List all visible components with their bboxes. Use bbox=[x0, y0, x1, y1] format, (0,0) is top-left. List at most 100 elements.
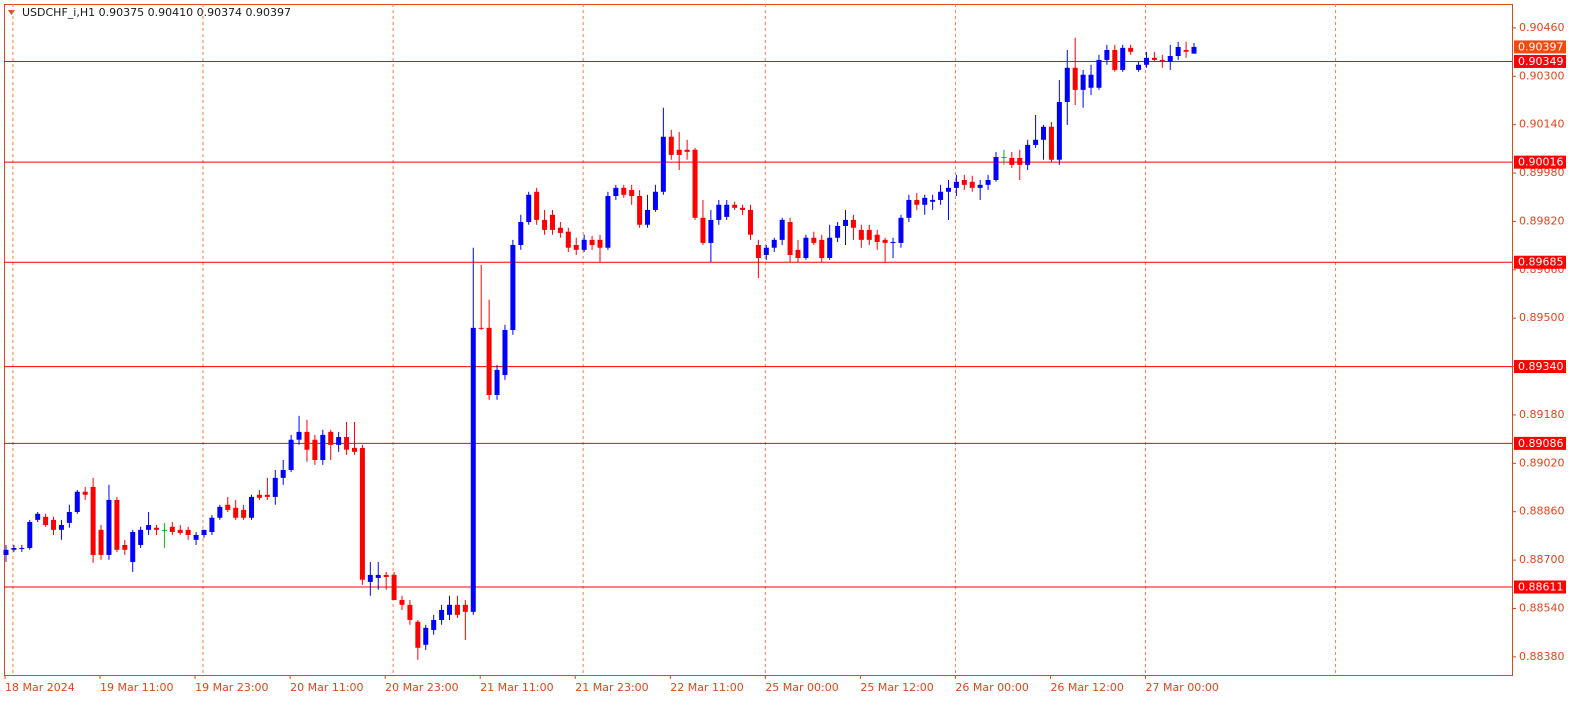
candle-body bbox=[288, 439, 294, 470]
x-tick-label: 26 Mar 00:00 bbox=[955, 681, 1028, 694]
candle-body bbox=[843, 219, 849, 226]
candle-body bbox=[90, 486, 96, 555]
candle-body bbox=[993, 157, 999, 180]
candle-body bbox=[399, 600, 405, 605]
candle-body bbox=[98, 529, 104, 555]
candle-body bbox=[470, 327, 476, 612]
candle-body bbox=[1159, 59, 1165, 62]
candle-body bbox=[969, 181, 975, 188]
candle-body bbox=[415, 621, 421, 648]
plot-frame bbox=[4, 4, 1513, 676]
candle-body bbox=[953, 181, 959, 188]
candle-body bbox=[454, 604, 460, 615]
candle-body bbox=[866, 229, 872, 240]
candle-body bbox=[264, 494, 270, 497]
candle-body bbox=[589, 239, 595, 246]
candle-body bbox=[1025, 144, 1031, 165]
candle-body bbox=[985, 179, 991, 185]
candle-body bbox=[526, 194, 532, 223]
candle-body bbox=[383, 574, 389, 578]
candle-body bbox=[27, 521, 33, 548]
candle-body bbox=[708, 219, 714, 243]
candle-body bbox=[1136, 64, 1142, 70]
level-label: 0.90349 bbox=[1518, 55, 1564, 68]
candle-body bbox=[1088, 74, 1094, 88]
x-tick-label: 21 Mar 23:00 bbox=[575, 681, 648, 694]
candle-body bbox=[391, 574, 397, 601]
candle-body bbox=[74, 491, 80, 513]
candle-body bbox=[161, 529, 167, 531]
candle-body bbox=[1191, 46, 1197, 54]
y-tick-label: 0.90460 bbox=[1519, 21, 1565, 34]
candle-body bbox=[209, 517, 215, 532]
x-tick-label: 26 Mar 12:00 bbox=[1050, 681, 1123, 694]
candle-body bbox=[344, 437, 350, 450]
candle-body bbox=[922, 197, 928, 205]
candle-body bbox=[431, 619, 437, 630]
candle-body bbox=[256, 494, 262, 498]
candle-body bbox=[19, 547, 25, 549]
candle-body bbox=[740, 207, 746, 210]
candle-body bbox=[462, 604, 468, 612]
candle-body bbox=[328, 431, 334, 445]
candle-body bbox=[732, 204, 738, 208]
candle-body bbox=[747, 209, 753, 235]
x-tick-label: 27 Mar 00:00 bbox=[1145, 681, 1218, 694]
candle-body bbox=[930, 199, 936, 202]
candle-body bbox=[82, 491, 88, 495]
x-tick-label: 25 Mar 00:00 bbox=[765, 681, 838, 694]
candle-body bbox=[961, 179, 967, 185]
candle-body bbox=[130, 531, 136, 562]
candle-body bbox=[906, 199, 912, 218]
candle-body bbox=[835, 225, 841, 238]
candle-body bbox=[882, 239, 888, 243]
x-tick-label: 25 Mar 12:00 bbox=[860, 681, 933, 694]
candle-body bbox=[138, 529, 144, 545]
candle-body bbox=[153, 527, 159, 530]
candle-body bbox=[938, 191, 944, 200]
y-tick-label: 0.88860 bbox=[1519, 505, 1565, 518]
level-label-box bbox=[1514, 54, 1566, 68]
candle-body bbox=[1001, 157, 1007, 159]
candle-body bbox=[423, 627, 429, 645]
candle-body bbox=[621, 187, 627, 195]
x-tick-label: 18 Mar 2024 bbox=[5, 681, 75, 694]
candle-body bbox=[35, 513, 41, 520]
candle-body bbox=[755, 245, 761, 259]
candle-body bbox=[320, 434, 326, 461]
candle-body bbox=[502, 329, 508, 376]
candle-body bbox=[1183, 49, 1189, 52]
candle-body bbox=[249, 496, 255, 518]
level-label-box bbox=[1514, 436, 1566, 450]
candle-body bbox=[1096, 59, 1102, 88]
candle-body bbox=[692, 149, 698, 218]
candle-body bbox=[1048, 126, 1054, 160]
candle-body bbox=[241, 509, 247, 518]
candle-body bbox=[1104, 49, 1110, 60]
x-tick-label: 19 Mar 23:00 bbox=[195, 681, 268, 694]
candle-body bbox=[351, 447, 357, 452]
candle-body bbox=[1033, 139, 1039, 145]
candle-body bbox=[779, 219, 785, 240]
candle-body bbox=[58, 525, 64, 530]
candle-body bbox=[1143, 57, 1149, 65]
candle-body bbox=[787, 222, 793, 255]
candle-body bbox=[407, 604, 413, 620]
candle-body bbox=[803, 237, 809, 259]
candle-body bbox=[185, 529, 191, 535]
candle-body bbox=[233, 507, 239, 518]
candle-body bbox=[1056, 101, 1062, 160]
candle-body bbox=[827, 237, 833, 259]
candle-body bbox=[874, 234, 880, 242]
candle-body bbox=[447, 604, 453, 615]
x-tick-label: 22 Mar 11:00 bbox=[670, 681, 743, 694]
candle-body bbox=[518, 222, 524, 246]
candle-body bbox=[597, 239, 603, 248]
candle-body bbox=[3, 549, 9, 555]
candle-body bbox=[811, 237, 817, 243]
candle-body bbox=[700, 217, 706, 243]
candle-body bbox=[1120, 47, 1126, 70]
candle-body bbox=[11, 547, 17, 550]
x-tick-label: 20 Mar 23:00 bbox=[385, 681, 458, 694]
